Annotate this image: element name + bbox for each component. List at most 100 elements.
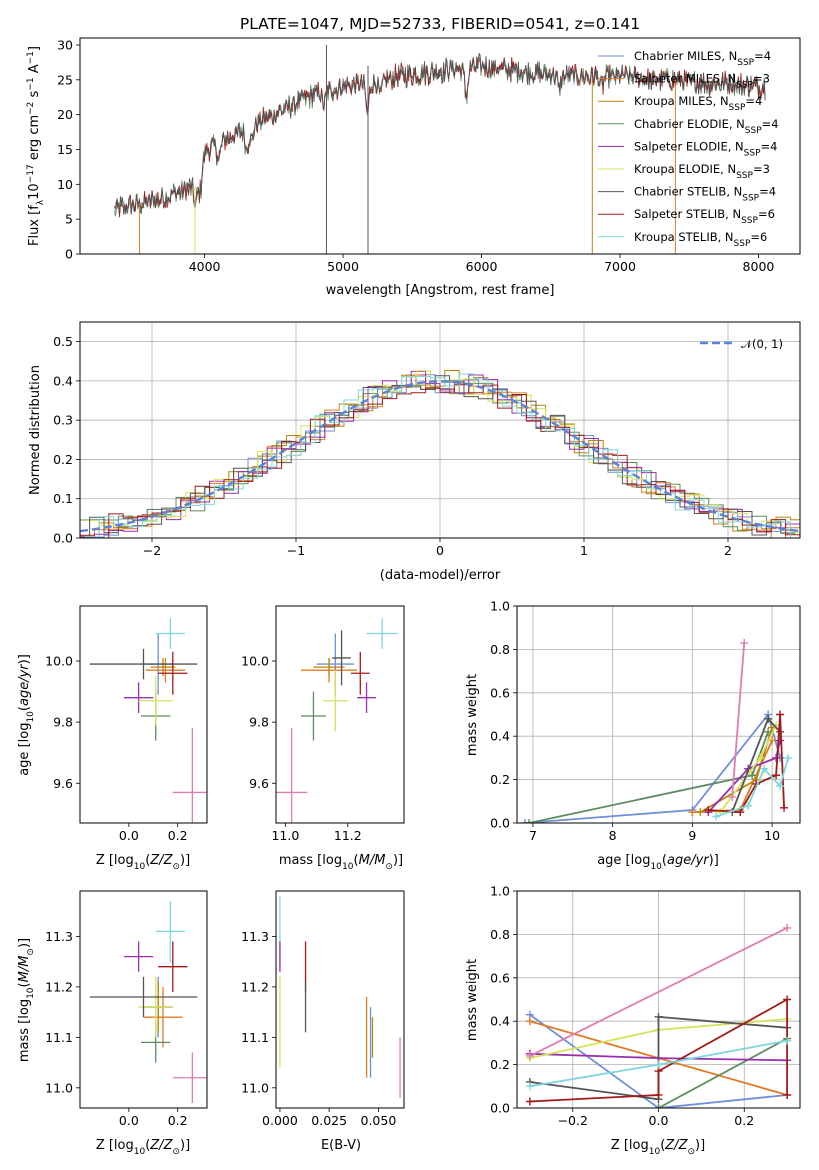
weight-marker bbox=[654, 1104, 663, 1108]
age-mass-panel-plot-area bbox=[276, 618, 398, 823]
weight-marker bbox=[736, 808, 745, 817]
histogram-step bbox=[80, 375, 796, 538]
mass-z-panel-ytick-label: 11.1 bbox=[45, 1030, 73, 1045]
errorbar-point bbox=[322, 670, 348, 732]
spectrum-panel-xtick-label: 8000 bbox=[743, 259, 775, 274]
errorbar-point bbox=[155, 618, 186, 649]
spectrum-panel-ytick-label: 0 bbox=[65, 247, 73, 262]
age-mass-panel-ytick-label: 10.0 bbox=[241, 654, 269, 669]
weight-marker bbox=[525, 1051, 534, 1060]
weight-z-panel-ytick-label: 0.4 bbox=[490, 1014, 510, 1029]
histogram-step bbox=[80, 382, 796, 534]
residual-legend: 𝒩(0, 1) bbox=[700, 337, 783, 351]
residual-panel-ytick-label: 0.5 bbox=[53, 334, 73, 349]
errorbar-point bbox=[172, 1052, 207, 1103]
weight-z-panel: −0.2 0.0 0.2 0.0 0.2 0.4 0.6 0.8 1.0 Z [log10(Z/Z… bbox=[465, 884, 801, 1157]
weight-age-panel-xtick-label: 7 bbox=[529, 828, 537, 843]
spectrum-panel-xtick-label: 4000 bbox=[189, 259, 221, 274]
histogram-step bbox=[84, 370, 800, 533]
errorbar-point bbox=[276, 728, 308, 823]
spectrum-panel-xtick-label: 5000 bbox=[327, 259, 359, 274]
age-mass-panel-frame bbox=[275, 605, 405, 824]
age-z-xlabel: Z [log10(Z/Z⊙)] bbox=[96, 853, 190, 872]
residual-panel-ytick-label: 0.1 bbox=[53, 491, 73, 506]
residual-panel-ytick-label: 0.3 bbox=[53, 413, 73, 428]
weight-age-panel-frame bbox=[516, 605, 801, 824]
weight-line bbox=[708, 714, 785, 814]
weight-age-panel: 7 8 9 10 0.0 0.2 0.4 0.6 0.8 1.0 age [log10(age/yr… bbox=[465, 599, 801, 872]
residual-panel-xtick-label: 1 bbox=[580, 543, 588, 558]
age-z-panel-ytick-label: 10.0 bbox=[45, 654, 73, 669]
mass-ebv-panel-xtick-label: 0.000 bbox=[262, 1113, 298, 1128]
weight-marker bbox=[760, 764, 769, 773]
histogram-step bbox=[80, 384, 800, 538]
weight-age-panel-ytick-label: 0.8 bbox=[490, 642, 510, 657]
age-mass-xlabel: mass [log10(M/M⊙)] bbox=[279, 853, 403, 872]
legend-entry: Kroupa ELODIE, NSSP=3 bbox=[634, 162, 770, 181]
weight-marker bbox=[783, 1036, 792, 1045]
spectrum-legend: Chabrier MILES, NSSP=4 Salpeter MILES, NS… bbox=[598, 49, 779, 249]
weight-age-panel-ytick-label: 0.2 bbox=[490, 772, 510, 787]
weight-z-panel-xtick-label: −0.2 bbox=[558, 1113, 588, 1128]
weight-z-panel-ytick-label: 0.8 bbox=[490, 927, 510, 942]
weight-marker bbox=[748, 771, 757, 780]
weight-marker bbox=[740, 638, 749, 647]
errorbar-point bbox=[155, 901, 186, 962]
legend-entry: Kroupa STELIB, NSSP=6 bbox=[634, 230, 767, 249]
legend-entry: Chabrier STELIB, NSSP=4 bbox=[634, 185, 776, 204]
spectrum-panel-ytick-label: 30 bbox=[57, 37, 73, 52]
mass-z-ylabel: mass [log10(M/M⊙)] bbox=[17, 938, 36, 1062]
age-z-ylabel: age [log10(age/yr)] bbox=[17, 654, 36, 776]
weight-marker bbox=[654, 1060, 663, 1069]
weight-line bbox=[658, 1037, 788, 1108]
age-z-panel-xtick-label: 0.2 bbox=[168, 828, 188, 843]
mass-z-panel-xtick-label: 0.2 bbox=[168, 1113, 188, 1128]
residual-panel-ytick-label: 0.4 bbox=[53, 373, 73, 388]
normal-curve bbox=[80, 380, 800, 533]
errorbar-point bbox=[138, 976, 173, 1038]
errorbar-point bbox=[332, 630, 351, 686]
errorbar-point bbox=[89, 648, 198, 680]
weight-marker bbox=[764, 714, 773, 723]
weight-age-panel-ytick-label: 0.6 bbox=[490, 685, 510, 700]
weight-z-panel-ytick-label: 0.2 bbox=[490, 1057, 510, 1072]
weight-z-panel-xtick-label: 0.2 bbox=[734, 1113, 754, 1128]
spectrum-panel-plot-area bbox=[114, 44, 766, 254]
errorbar-point bbox=[123, 682, 154, 713]
weight-marker bbox=[525, 1097, 534, 1106]
age-z-panel-ytick-label: 9.6 bbox=[53, 776, 73, 791]
legend-entry: Chabrier MILES, NSSP=4 bbox=[634, 49, 771, 68]
weight-marker bbox=[783, 995, 792, 1004]
weight-age-xlabel: age [log10(age/yr)] bbox=[597, 853, 719, 872]
weight-z-xlabel: Z [log10(Z/Z⊙)] bbox=[611, 1138, 705, 1157]
weight-marker bbox=[776, 782, 785, 791]
age-mass-panel: 11.0 11.2 9.6 9.8 10.0 mass [log10(M/M⊙)] bbox=[241, 605, 405, 872]
weight-marker bbox=[525, 1017, 534, 1026]
weight-marker bbox=[780, 803, 789, 812]
mass-z-panel-ytick-label: 11.0 bbox=[45, 1080, 73, 1095]
errorbar-point bbox=[172, 728, 207, 823]
errorbar-point bbox=[313, 657, 345, 677]
weight-marker bbox=[784, 753, 793, 762]
weight-age-panel-xtick-label: 10 bbox=[764, 828, 780, 843]
age-mass-panel-ytick-label: 9.8 bbox=[249, 715, 269, 730]
errorbar-point bbox=[89, 976, 198, 1018]
spectrum-panel-xtick-label: 6000 bbox=[466, 259, 498, 274]
age-mass-panel-ytick-label: 9.6 bbox=[249, 776, 269, 791]
histogram-step bbox=[80, 370, 800, 538]
residual-panel-frame bbox=[79, 321, 801, 539]
weight-line bbox=[529, 1013, 788, 1108]
weight-marker bbox=[520, 819, 529, 823]
spectrum-xlabel: wavelength [Angstrom, rest frame] bbox=[326, 283, 555, 298]
age-z-panel: 0.0 0.2 9.6 9.8 10.0 Z [log10(Z/Z⊙)] age [log1… bbox=[17, 605, 208, 872]
weight-z-panel-plot-area bbox=[525, 923, 792, 1108]
age-z-panel-xtick-label: 0.0 bbox=[119, 828, 139, 843]
mass-z-panel-frame bbox=[79, 890, 208, 1109]
mass-ebv-panel: 0.000 0.025 0.050 11.0 11.1 11.2 11.3 E(B-V) bbox=[241, 890, 405, 1153]
weight-age-panel-xtick-label: 9 bbox=[688, 828, 696, 843]
weight-age-panel-ytick-label: 1.0 bbox=[490, 599, 510, 614]
spectrum-line bbox=[114, 56, 766, 218]
weight-line bbox=[529, 927, 788, 1057]
mass-ebv-panel-ytick-label: 11.2 bbox=[241, 979, 269, 994]
residual-ylabel: Normed distribution bbox=[28, 365, 43, 495]
